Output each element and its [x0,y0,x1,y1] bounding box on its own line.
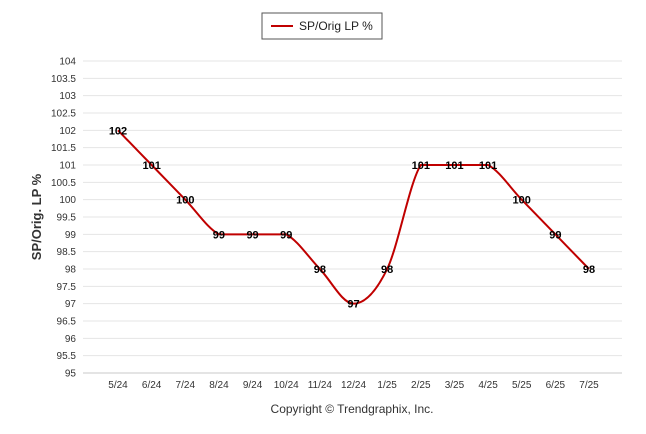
data-label: 99 [280,229,292,241]
x-tick-label: 2/25 [411,380,431,391]
legend: SP/Orig LP % [261,12,383,40]
x-tick-label: 3/25 [445,380,465,391]
y-tick-label: 101 [59,161,76,172]
y-tick-label: 102.5 [51,109,76,120]
y-tick-label: 96.5 [57,317,77,328]
copyright-footer: Copyright © Trendgraphix, Inc. [271,402,434,416]
y-tick-label: 98 [65,265,77,276]
data-label: 97 [347,299,359,311]
data-label: 101 [412,160,430,172]
y-tick-label: 103 [59,91,76,102]
y-tick-label: 95.5 [57,351,77,362]
data-label: 98 [314,264,326,276]
grid [83,60,622,374]
x-tick-label: 4/25 [478,380,498,391]
y-tick-label: 99.5 [57,213,77,224]
series-layer [117,129,590,305]
data-label: 101 [445,160,463,172]
y-tick-label: 100.5 [51,178,76,189]
x-axis-ticks: 5/24 6/24 7/24 8/24 9/24 10/24 11/24 12/24 1/25 2… [108,380,599,391]
y-tick-label: 100 [59,195,76,206]
y-tick-label: 99 [65,230,77,241]
data-label: 99 [246,229,258,241]
y-tick-label: 97 [65,299,77,310]
x-tick-label: 5/25 [512,380,532,391]
x-tick-label: 6/25 [546,380,566,391]
data-label: 99 [549,229,561,241]
legend-label: SP/Orig LP % [299,19,373,33]
x-tick-label: 1/25 [377,380,397,391]
y-tick-label: 97.5 [57,282,77,293]
data-label: 99 [213,229,225,241]
y-tick-label: 96 [65,334,77,345]
y-tick-label: 98.5 [57,247,77,258]
y-tick-label: 103.5 [51,74,76,85]
y-tick-label: 101.5 [51,143,76,154]
x-tick-label: 6/24 [142,380,162,391]
y-tick-label: 104 [59,57,76,68]
x-tick-label: 7/24 [176,380,196,391]
data-label: 102 [109,125,127,137]
x-tick-label: 9/24 [243,380,263,391]
data-label: 98 [381,264,393,276]
data-label: 101 [479,160,497,172]
x-tick-label: 8/24 [209,380,229,391]
data-labels: 102 101 100 99 99 99 98 97 98 101 101 101 100 99 98 [109,125,595,310]
x-tick-label: 11/24 [308,380,333,391]
y-axis-ticks: 95 95.5 96 96.5 97 97.5 98 98.5 99 99.5 100 100.5 10… [51,57,76,380]
data-label: 100 [176,195,194,207]
y-tick-label: 102 [59,126,76,137]
y-tick-label: 95 [65,369,77,380]
data-label: 98 [583,264,595,276]
data-label: 100 [513,195,531,207]
y-axis-title: SP/Orig. LP % [29,173,44,260]
x-tick-label: 10/24 [274,380,299,391]
series-line [117,129,590,305]
data-label: 101 [142,160,160,172]
x-tick-label: 5/24 [108,380,128,391]
x-tick-label: 12/24 [341,380,366,391]
x-tick-label: 7/25 [579,380,599,391]
